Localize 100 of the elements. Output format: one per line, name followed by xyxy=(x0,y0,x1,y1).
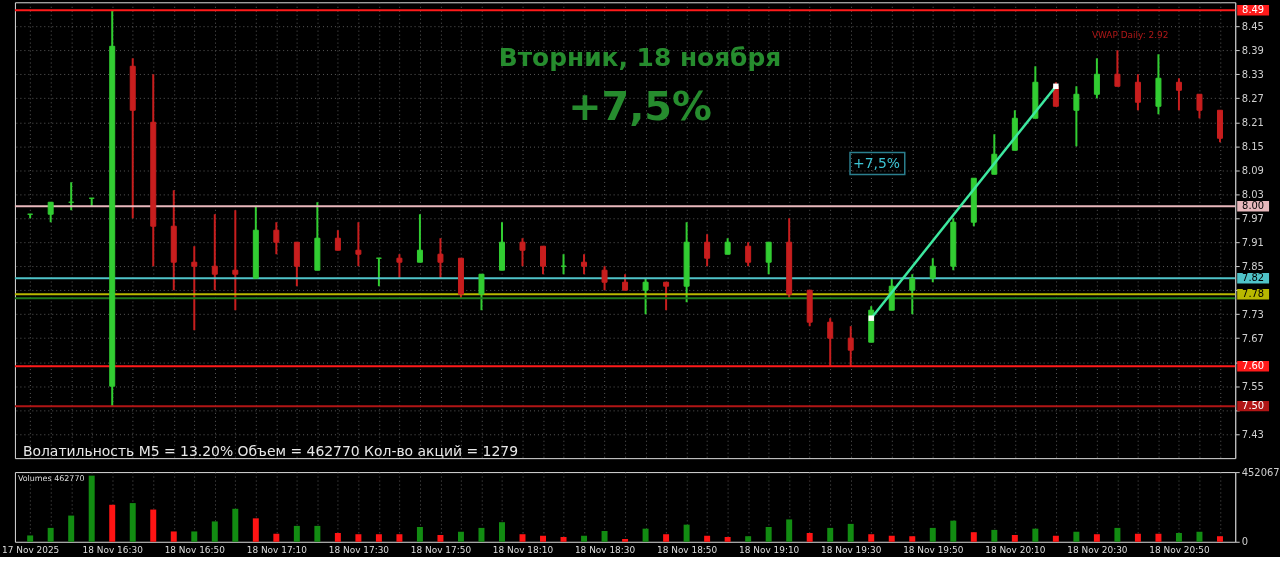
bar xyxy=(1155,533,1162,542)
annotation: VWAP Daily: 2.92 xyxy=(1091,30,1169,41)
bar xyxy=(1073,531,1080,542)
bar xyxy=(806,532,813,542)
bar xyxy=(1032,528,1039,542)
candlestick xyxy=(191,245,198,332)
bar xyxy=(1093,534,1100,542)
x-tick-label: 18 Nov 19:30 xyxy=(821,545,882,556)
x-tick-label: 18 Nov 20:10 xyxy=(985,545,1046,556)
bar xyxy=(642,528,649,542)
candlestick xyxy=(416,213,423,264)
candlestick xyxy=(1196,93,1203,120)
bar xyxy=(457,531,464,542)
candlestick xyxy=(519,237,526,268)
candlestick xyxy=(1093,57,1100,100)
candlestick xyxy=(601,265,608,292)
bar xyxy=(499,522,505,542)
candlestick xyxy=(232,209,239,312)
ref-line-label: 7.78 xyxy=(1242,288,1265,300)
bar xyxy=(929,527,936,542)
bar xyxy=(27,535,34,542)
y-tick-label: 8.45 xyxy=(1241,20,1264,32)
bar xyxy=(68,515,75,542)
bar xyxy=(170,531,177,542)
bar xyxy=(478,527,485,542)
bar xyxy=(970,532,977,542)
candlestick xyxy=(273,221,280,256)
bar xyxy=(211,521,218,542)
candlestick xyxy=(334,229,341,252)
candlestick xyxy=(437,237,444,280)
x-tick-label: 18 Nov 17:30 xyxy=(328,545,390,556)
bar xyxy=(950,520,957,542)
candlestick xyxy=(1134,73,1141,112)
y-tick-label: 7.91 xyxy=(1241,236,1264,248)
ref-line-label: 7.82 xyxy=(1242,272,1265,284)
bar xyxy=(581,535,588,542)
candlestick xyxy=(211,213,218,292)
bar xyxy=(847,523,854,542)
y-tick-label: 7.97 xyxy=(1241,212,1264,224)
text: Вторник, 18 ноября xyxy=(498,43,782,72)
candlestick xyxy=(1114,49,1121,88)
annotation: Volumes 462770 xyxy=(17,474,85,484)
y-tick-label: 7.85 xyxy=(1241,260,1264,272)
bar xyxy=(868,534,875,542)
bar xyxy=(1011,534,1018,542)
y-tick-label: 8.27 xyxy=(1241,92,1264,104)
y-tick-label: 8.09 xyxy=(1241,164,1264,176)
candlestick xyxy=(581,253,588,276)
y-tick-label: 8.39 xyxy=(1241,44,1264,56)
bar xyxy=(232,508,239,542)
bar xyxy=(314,525,321,542)
annotation: Волатильность M5 = 13.20% Объем = 462770 Кол-во акций = 1279 xyxy=(22,443,519,460)
x-tick-label: 18 Nov 18:50 xyxy=(656,545,718,556)
x-tick-label: 18 Nov 17:50 xyxy=(410,545,472,556)
y-tick-label: 0 xyxy=(1241,536,1249,548)
candlestick xyxy=(929,257,936,284)
bar xyxy=(396,534,403,542)
candlestick xyxy=(847,325,854,368)
bar xyxy=(334,532,341,542)
candlestick xyxy=(1175,77,1182,112)
candlestick xyxy=(827,317,834,368)
bar xyxy=(1114,527,1121,542)
bar xyxy=(109,504,116,542)
bar xyxy=(1216,536,1223,542)
bar xyxy=(560,536,567,542)
bar xyxy=(724,536,731,542)
bar xyxy=(437,534,444,542)
bar xyxy=(909,536,916,542)
y-tick-label: 8.21 xyxy=(1241,116,1264,128)
x-tick-label: 18 Nov 16:50 xyxy=(164,545,226,556)
candlestick xyxy=(909,273,916,316)
annotation: +7,5% xyxy=(853,154,901,171)
bar xyxy=(704,535,711,542)
ref-line-label: 8.49 xyxy=(1242,4,1265,16)
x-tick-label: 18 Nov 18:30 xyxy=(574,545,636,556)
candlestick xyxy=(1073,85,1080,148)
bar xyxy=(622,538,629,542)
bar xyxy=(786,519,793,542)
x-tick-label: 17 Nov 2025 xyxy=(2,545,60,556)
candlestick xyxy=(396,253,403,280)
bar xyxy=(601,530,608,542)
candlestick xyxy=(642,277,649,316)
bar xyxy=(888,535,895,542)
bar xyxy=(1134,533,1141,542)
x-tick-label: 18 Nov 20:30 xyxy=(1067,545,1128,556)
bar xyxy=(375,534,382,542)
bar xyxy=(191,531,198,542)
bar xyxy=(827,527,834,542)
bar xyxy=(1175,532,1182,542)
candlestick xyxy=(745,241,752,268)
bar xyxy=(273,533,280,542)
bar xyxy=(745,536,752,542)
bar xyxy=(355,534,362,542)
ref-line-label: 7.50 xyxy=(1242,400,1265,412)
y-tick-label: 7.73 xyxy=(1241,308,1264,320)
bar xyxy=(416,526,423,542)
y-tick-label: 8.33 xyxy=(1241,68,1264,80)
y-tick-label: 8.03 xyxy=(1241,188,1264,200)
ref-line-label: 8.00 xyxy=(1242,200,1265,212)
bar xyxy=(765,526,772,542)
